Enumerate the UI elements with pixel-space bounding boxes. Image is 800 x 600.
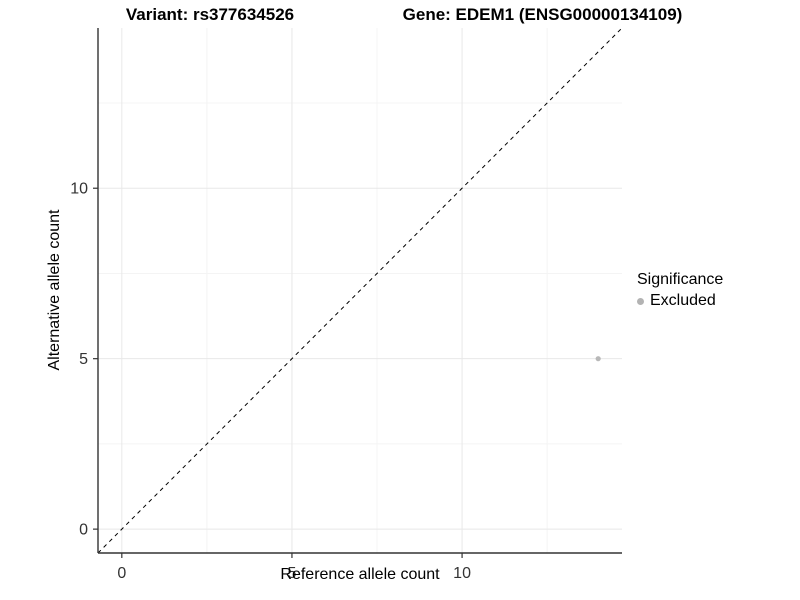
data-point: [595, 356, 601, 362]
y-tick-label: 10: [70, 181, 88, 198]
legend-point-icon: [637, 297, 644, 305]
legend-item-label: Excluded: [650, 292, 716, 309]
x-tick-label: 0: [117, 565, 126, 582]
identity-dashed-line: [97, 27, 623, 554]
x-tick-label: 5: [287, 565, 296, 582]
legend: Significance Excluded: [637, 271, 723, 310]
x-tick-label: 10: [453, 565, 471, 582]
y-tick-label: 5: [79, 351, 88, 368]
y-axis-title: Alternative allele count: [46, 209, 63, 371]
gene-title: Gene: EDEM1 (ENSG00000134109): [402, 5, 683, 24]
variant-title: Variant: rs377634526: [125, 5, 295, 24]
y-tick-label: 0: [79, 522, 88, 539]
legend-item-excluded: Excluded: [637, 292, 723, 310]
legend-title: Significance: [637, 271, 724, 288]
x-axis-title: Reference allele count: [280, 566, 440, 583]
